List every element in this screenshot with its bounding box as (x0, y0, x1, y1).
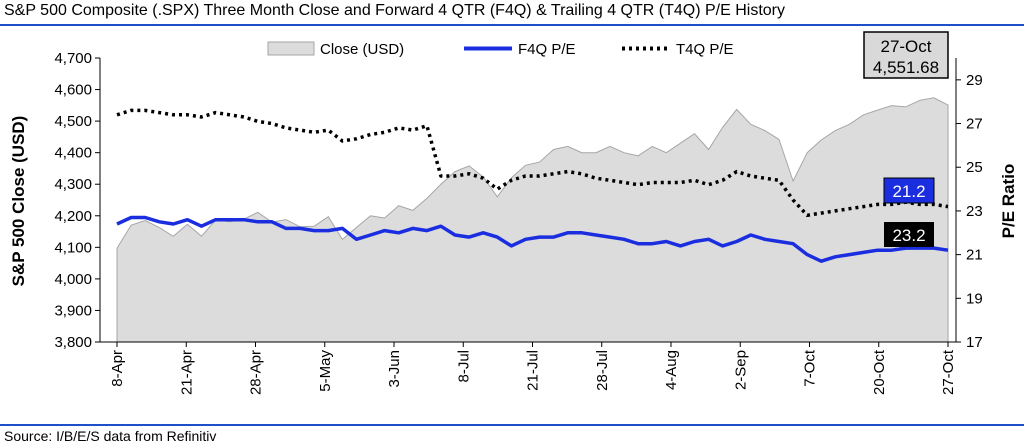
legend: Close (USD) F4Q P/E T4Q P/E (267, 41, 734, 58)
x-tick-label: 21-Apr (178, 350, 195, 395)
y2-tick-label: 23 (966, 203, 983, 220)
chart-title: S&P 500 Composite (.SPX) Three Month Clo… (4, 2, 785, 19)
x-tick-label: 8-Jul (455, 350, 472, 383)
bottom-rule (0, 424, 1024, 426)
x-tick-label: 7-Oct (802, 349, 819, 387)
x-tick-label: 3-Jun (386, 350, 403, 388)
x-tick-label: 28-Jul (594, 350, 611, 391)
y2-tick-label: 27 (966, 116, 983, 133)
y-tick-label: 4,300 (54, 176, 92, 193)
t4q-line (116, 108, 949, 218)
y2-tick-label: 19 (966, 290, 983, 307)
source-note: Source: I/B/E/S data from Refinitiv (4, 428, 217, 444)
y2-axis-label: P/E Ratio (999, 164, 1018, 239)
t4q-last-value: 23.2 (892, 226, 925, 245)
x-tick-label: 28-Apr (248, 350, 265, 395)
y2-tick-label: 25 (966, 159, 983, 176)
x-tick-label: 8-Apr (109, 350, 126, 387)
f4q-last-callout: 21.2 (883, 177, 935, 204)
y-tick-label: 3,800 (54, 334, 92, 351)
x-tick-label: 5-May (317, 350, 334, 392)
legend-t4q-label: T4Q P/E (676, 41, 734, 58)
f4q-last-value: 21.2 (892, 182, 925, 201)
last-close-callout: 27-Oct 4,551.68 (863, 31, 949, 79)
f4q-line (116, 215, 949, 263)
y2-tick-label: 29 (966, 72, 983, 89)
x-tick-label: 27-Oct (940, 349, 957, 395)
y-tick-label: 4,400 (54, 145, 92, 162)
legend-close-swatch (267, 41, 315, 56)
y-tick-label: 4,100 (54, 239, 92, 256)
y-tick-label: 4,500 (54, 113, 92, 130)
x-tick-label: 20-Oct (871, 349, 888, 395)
y-tick-label: 4,000 (54, 271, 92, 288)
x-tick-label: 2-Sep (732, 350, 749, 390)
y2-tick-label: 17 (966, 334, 983, 351)
last-close-value: 4,551.68 (873, 58, 939, 77)
y-tick-label: 4,700 (54, 50, 92, 67)
x-tick-label: 4-Aug (663, 350, 680, 390)
y-tick-label: 4,200 (54, 208, 92, 225)
close-area (116, 97, 949, 343)
y2-tick-label: 21 (966, 247, 983, 264)
title-rule (0, 24, 1024, 26)
y-axis-label: S&P 500 Close (USD) (9, 116, 28, 287)
legend-close-label: Close (USD) (320, 41, 404, 58)
y-tick-label: 3,900 (54, 302, 92, 319)
last-date-label: 27-Oct (880, 37, 931, 56)
x-tick-label: 21-Jul (525, 350, 542, 391)
legend-f4q-label: F4Q P/E (518, 41, 576, 58)
y-tick-label: 4,600 (54, 82, 92, 99)
t4q-last-callout: 23.2 (884, 222, 934, 247)
